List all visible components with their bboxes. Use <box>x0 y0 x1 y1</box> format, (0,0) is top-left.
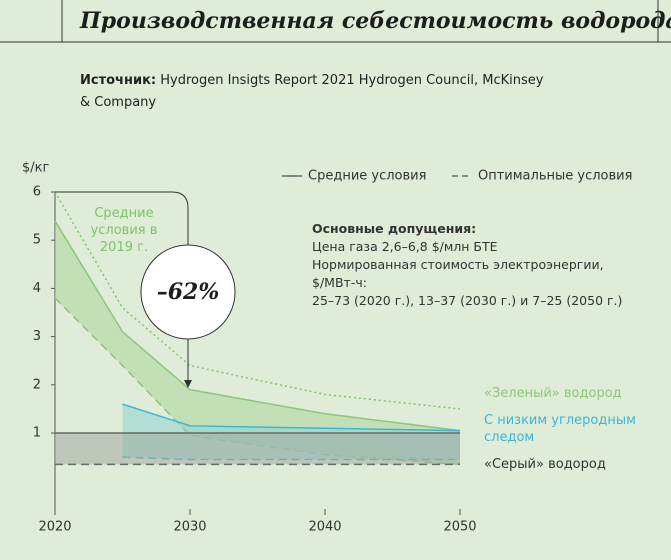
source-text: Hydrogen Insigts Report 2021 Hydrogen Co… <box>80 73 544 110</box>
x-tick-label: 2040 <box>308 520 341 535</box>
x-tick-label: 2020 <box>38 520 71 535</box>
legend-label: Оптимальные условия <box>478 169 632 184</box>
x-tick-label: 2050 <box>443 520 476 535</box>
series-label: С низким углеродным следом <box>484 413 636 445</box>
assumption-line: Нормированная стоимость электроэнергии, <box>312 257 604 272</box>
y-tick-label: 6 <box>33 185 41 200</box>
band-average-line <box>54 220 461 432</box>
y-tick-label: 3 <box>33 329 41 344</box>
source-label: Источник: <box>80 73 157 88</box>
series-label: «Серый» водород <box>484 457 606 472</box>
y-axis-label: $/кг <box>22 161 50 176</box>
assumptions: Основные допущения: Цена газа 2,6–6,8 $/… <box>312 220 642 310</box>
reference-label: Средние условия в 2019 г. <box>90 206 158 255</box>
series-label: «Зеленый» водород <box>484 386 622 401</box>
source: Источник: Hydrogen Insigts Report 2021 H… <box>80 70 550 114</box>
assumption-line: 25–73 (2020 г.), 13–37 (2030 г.) и 7–25 … <box>312 293 623 308</box>
x-tick-label: 2030 <box>173 520 206 535</box>
assumptions-heading: Основные допущения: <box>312 221 477 236</box>
assumption-line: Цена газа 2,6–6,8 $/млн БТЕ <box>312 239 498 254</box>
assumption-line: $/МВт-ч: <box>312 275 367 290</box>
reference-line <box>54 191 461 410</box>
title: Производственная себестоимость водорода <box>80 8 671 34</box>
y-tick-label: 1 <box>33 426 41 441</box>
y-tick-label: 5 <box>33 233 41 248</box>
y-tick-label: 2 <box>33 377 41 392</box>
annotation-arrowhead <box>184 380 192 388</box>
band-average-line <box>122 403 461 432</box>
legend-label: Средние условия <box>308 169 426 184</box>
y-tick-label: 4 <box>33 281 41 296</box>
annotation-text: –62% <box>157 279 220 305</box>
annotation-bracket <box>55 191 189 245</box>
band-area <box>55 433 460 465</box>
